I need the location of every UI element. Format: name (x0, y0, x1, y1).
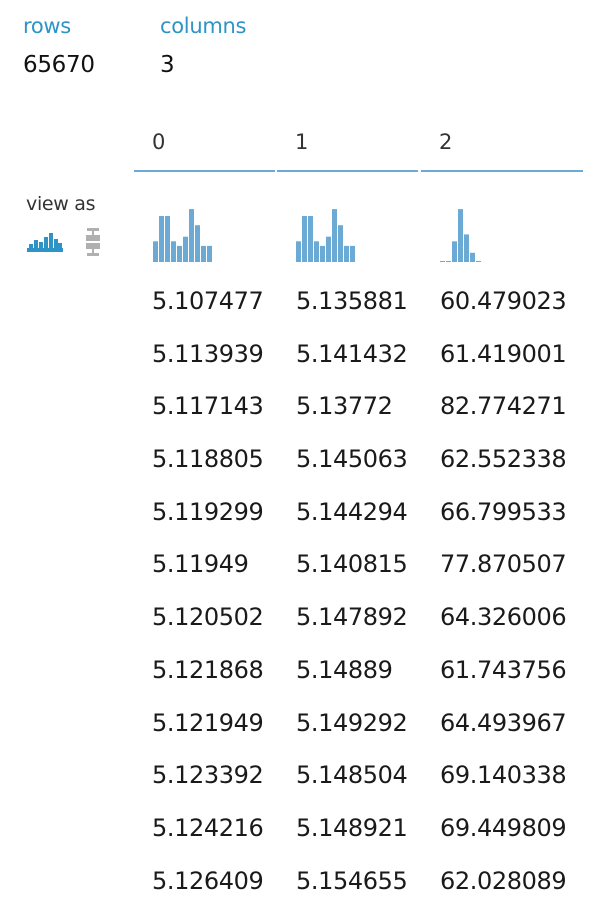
histogram-bar (332, 209, 337, 262)
cell-col-1: 5.148504 (296, 761, 408, 790)
table-row[interactable]: 5.11949 5.140815 77.870507 (0, 542, 597, 595)
histogram-bar (440, 261, 445, 262)
histogram-bar (189, 209, 194, 262)
histogram-bar (183, 236, 188, 262)
cell-col-2: 77.870507 (440, 550, 567, 579)
cell-col-2: 61.743756 (440, 655, 567, 684)
cell-col-0: 5.118805 (152, 445, 264, 474)
cell-col-2: 64.493967 (440, 708, 567, 737)
cell-col-1: 5.149292 (296, 708, 408, 737)
data-table: 5.107477 5.135881 60.479023 5.113939 5.1… (0, 279, 597, 911)
cell-col-0: 5.121949 (152, 708, 264, 737)
table-row[interactable]: 5.124216 5.148921 69.449809 (0, 806, 597, 859)
histogram-bar (314, 241, 319, 262)
cell-col-0: 5.117143 (152, 392, 264, 421)
column-header-label: 0 (152, 130, 166, 154)
histogram-bar (452, 241, 457, 262)
columns-count: 3 (160, 52, 175, 78)
columns-label: columns (160, 14, 247, 38)
column-header-1[interactable]: 1 (277, 128, 418, 172)
cell-col-0: 5.126409 (152, 866, 264, 895)
cell-col-1: 5.140815 (296, 550, 408, 579)
table-row[interactable]: 5.107477 5.135881 60.479023 (0, 279, 597, 332)
cell-col-2: 69.449809 (440, 813, 567, 842)
table-row[interactable]: 5.121868 5.14889 61.743756 (0, 648, 597, 701)
histogram-column-1 (296, 209, 355, 262)
histogram-bar (338, 225, 343, 262)
cell-col-0: 5.121868 (152, 655, 264, 684)
histogram-column-2 (440, 209, 481, 262)
histogram-bar (458, 209, 463, 262)
histogram-bar (201, 245, 206, 262)
histogram-icon[interactable] (27, 231, 63, 255)
histogram-bar (308, 216, 313, 262)
cell-col-0: 5.120502 (152, 603, 264, 632)
cell-col-0: 5.11949 (152, 550, 249, 579)
cell-col-1: 5.144294 (296, 497, 408, 526)
cell-col-1: 5.13772 (296, 392, 393, 421)
histogram-bar (446, 261, 451, 262)
column-header-2[interactable]: 2 (421, 128, 583, 172)
table-row[interactable]: 5.113939 5.141432 61.419001 (0, 332, 597, 385)
column-header-label: 1 (295, 130, 309, 154)
histogram-bar (470, 252, 475, 262)
histogram-bar (153, 241, 158, 262)
cell-col-1: 5.14889 (296, 655, 393, 684)
histogram-column-0 (153, 209, 212, 262)
cell-col-1: 5.154655 (296, 866, 408, 895)
histogram-bar (476, 261, 481, 262)
table-row[interactable]: 5.118805 5.145063 62.552338 (0, 437, 597, 490)
cell-col-1: 5.135881 (296, 287, 408, 315)
cell-col-1: 5.141432 (296, 339, 408, 368)
column-header-label: 2 (439, 130, 453, 154)
rows-label: rows (23, 14, 71, 38)
cell-col-2: 60.479023 (440, 287, 567, 315)
cell-col-1: 5.147892 (296, 603, 408, 632)
histogram-bar (207, 245, 212, 262)
cell-col-2: 69.140338 (440, 761, 567, 790)
table-row[interactable]: 5.117143 5.13772 82.774271 (0, 384, 597, 437)
cell-col-0: 5.123392 (152, 761, 264, 790)
histogram-bar (296, 241, 301, 262)
rows-count: 65670 (23, 52, 95, 78)
cell-col-2: 62.028089 (440, 866, 567, 895)
cell-col-1: 5.148921 (296, 813, 408, 842)
cell-col-0: 5.113939 (152, 339, 264, 368)
cell-col-0: 5.107477 (152, 287, 264, 315)
cell-col-2: 64.326006 (440, 603, 567, 632)
cell-col-0: 5.124216 (152, 813, 264, 842)
histogram-bar (159, 216, 164, 262)
histogram-bar (320, 245, 325, 262)
cell-col-2: 82.774271 (440, 392, 567, 421)
histogram-bar (195, 225, 200, 262)
cell-col-0: 5.119299 (152, 497, 264, 526)
cell-col-2: 66.799533 (440, 497, 567, 526)
histogram-bar (464, 234, 469, 262)
table-row[interactable]: 5.120502 5.147892 64.326006 (0, 595, 597, 648)
cell-col-2: 62.552338 (440, 445, 567, 474)
table-row[interactable]: 5.123392 5.148504 69.140338 (0, 753, 597, 806)
histogram-bar (344, 245, 349, 262)
cell-col-1: 5.145063 (296, 445, 408, 474)
table-row[interactable]: 5.126409 5.154655 62.028089 (0, 859, 597, 911)
boxplot-icon[interactable] (84, 228, 102, 256)
table-row[interactable]: 5.119299 5.144294 66.799533 (0, 490, 597, 543)
table-row[interactable]: 5.121949 5.149292 64.493967 (0, 701, 597, 754)
cell-col-2: 61.419001 (440, 339, 567, 368)
histogram-bar (302, 216, 307, 262)
histogram-bar (326, 236, 331, 262)
column-header-0[interactable]: 0 (134, 128, 275, 172)
histogram-bar (177, 245, 182, 262)
view-as-label: view as (26, 193, 96, 215)
histogram-bar (165, 216, 170, 262)
histogram-bar (171, 241, 176, 262)
histogram-bar (350, 245, 355, 262)
